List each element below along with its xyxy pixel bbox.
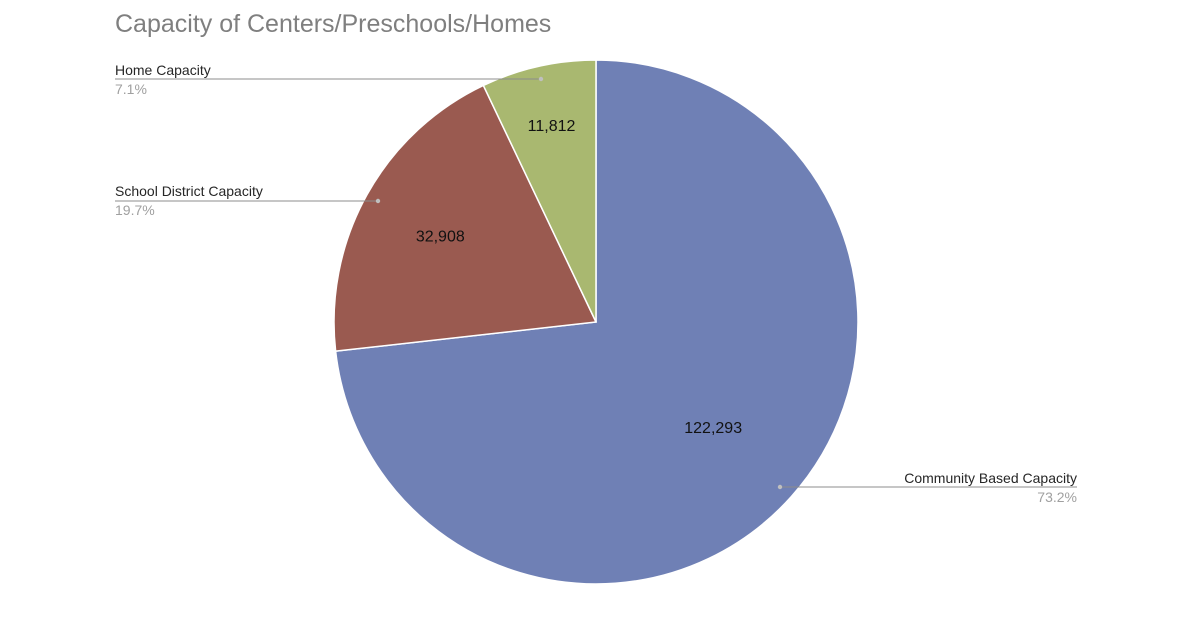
- category-label-school-district-capacity: School District Capacity: [115, 183, 263, 199]
- percent-label-community-based-capacity: 73.2%: [1037, 489, 1077, 505]
- value-label-community-based-capacity: 122,293: [684, 420, 742, 437]
- leader-dot-school-district-capacity: [375, 198, 381, 204]
- value-label-home-capacity: 11,812: [528, 118, 576, 135]
- category-label-community-based-capacity: Community Based Capacity: [904, 470, 1077, 486]
- pie-slice-home-capacity: [482, 59, 597, 323]
- percent-label-school-district-capacity: 19.7%: [115, 202, 155, 218]
- value-label-school-district-capacity: 32,908: [416, 228, 465, 245]
- leader-dot-home-capacity: [538, 76, 544, 82]
- category-label-home-capacity: Home Capacity: [115, 62, 211, 78]
- leader-dot-community-based-capacity: [777, 484, 783, 490]
- pie-slice-school-district-capacity: [333, 84, 598, 353]
- percent-label-home-capacity: 7.1%: [115, 81, 147, 97]
- chart-title: Capacity of Centers/Preschools/Homes: [115, 10, 552, 38]
